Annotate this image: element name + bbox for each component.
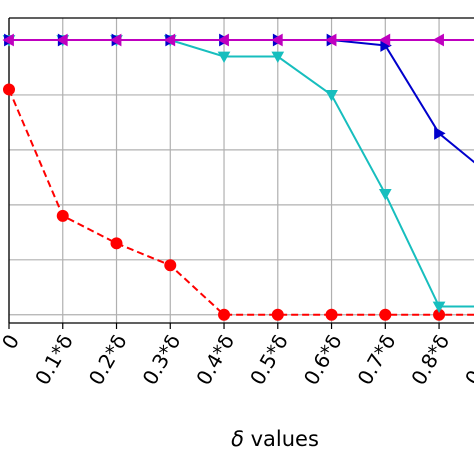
- data-point: [110, 237, 123, 250]
- data-point: [56, 209, 69, 222]
- x-tick-labels: 0 0.1*δ 0.2*δ 0.3*δ 0.4*δ 0.5*δ 0.6*δ 0.7*δ 0.8*…: [0, 330, 474, 389]
- x-tick-label: 0.5*δ: [245, 330, 293, 389]
- x-tick-label: 0.4*δ: [191, 330, 239, 389]
- data-point: [434, 127, 446, 140]
- data-point: [271, 308, 284, 321]
- data-point: [325, 308, 338, 321]
- x-tick-label: 0.7*δ: [353, 330, 401, 389]
- series-line: [9, 39, 474, 308]
- x-tick-label: 0.1*δ: [30, 330, 78, 389]
- x-tick-label: 0.9*δ: [460, 330, 474, 389]
- series-1: [3, 83, 474, 321]
- x-axis-title-text: values: [244, 427, 319, 451]
- data-point: [218, 308, 231, 321]
- data-point: [3, 83, 15, 96]
- data-point: [164, 259, 177, 272]
- data-point: [217, 51, 231, 63]
- data-point: [378, 33, 391, 47]
- data-point: [432, 301, 446, 314]
- data-point: [325, 33, 337, 47]
- series-group: [2, 33, 474, 321]
- x-tick-label: 0.8*δ: [406, 330, 454, 389]
- series-2: [2, 35, 474, 314]
- data-point: [163, 33, 176, 47]
- x-tick-label: 0.3*δ: [138, 330, 186, 389]
- x-tick-label: 0: [0, 330, 24, 353]
- data-point: [325, 90, 338, 102]
- data-point: [109, 33, 122, 47]
- data-point: [271, 33, 283, 47]
- data-point: [2, 33, 14, 47]
- data-point: [271, 51, 285, 63]
- series-4: [2, 33, 474, 47]
- series-line: [8, 89, 474, 316]
- x-tick-label: 0.6*δ: [299, 330, 347, 389]
- axes-frame: [8, 17, 474, 329]
- data-point: [378, 188, 392, 201]
- x-tick-label: 0.2*δ: [84, 330, 132, 389]
- data-point: [379, 308, 392, 321]
- data-point: [56, 33, 68, 47]
- x-axis-title-symbol: δ: [231, 427, 244, 451]
- series-line: [9, 39, 474, 164]
- data-point: [432, 33, 444, 47]
- grid-lines: [8, 18, 474, 323]
- data-point: [217, 33, 229, 47]
- x-axis-title: δ values: [231, 427, 319, 451]
